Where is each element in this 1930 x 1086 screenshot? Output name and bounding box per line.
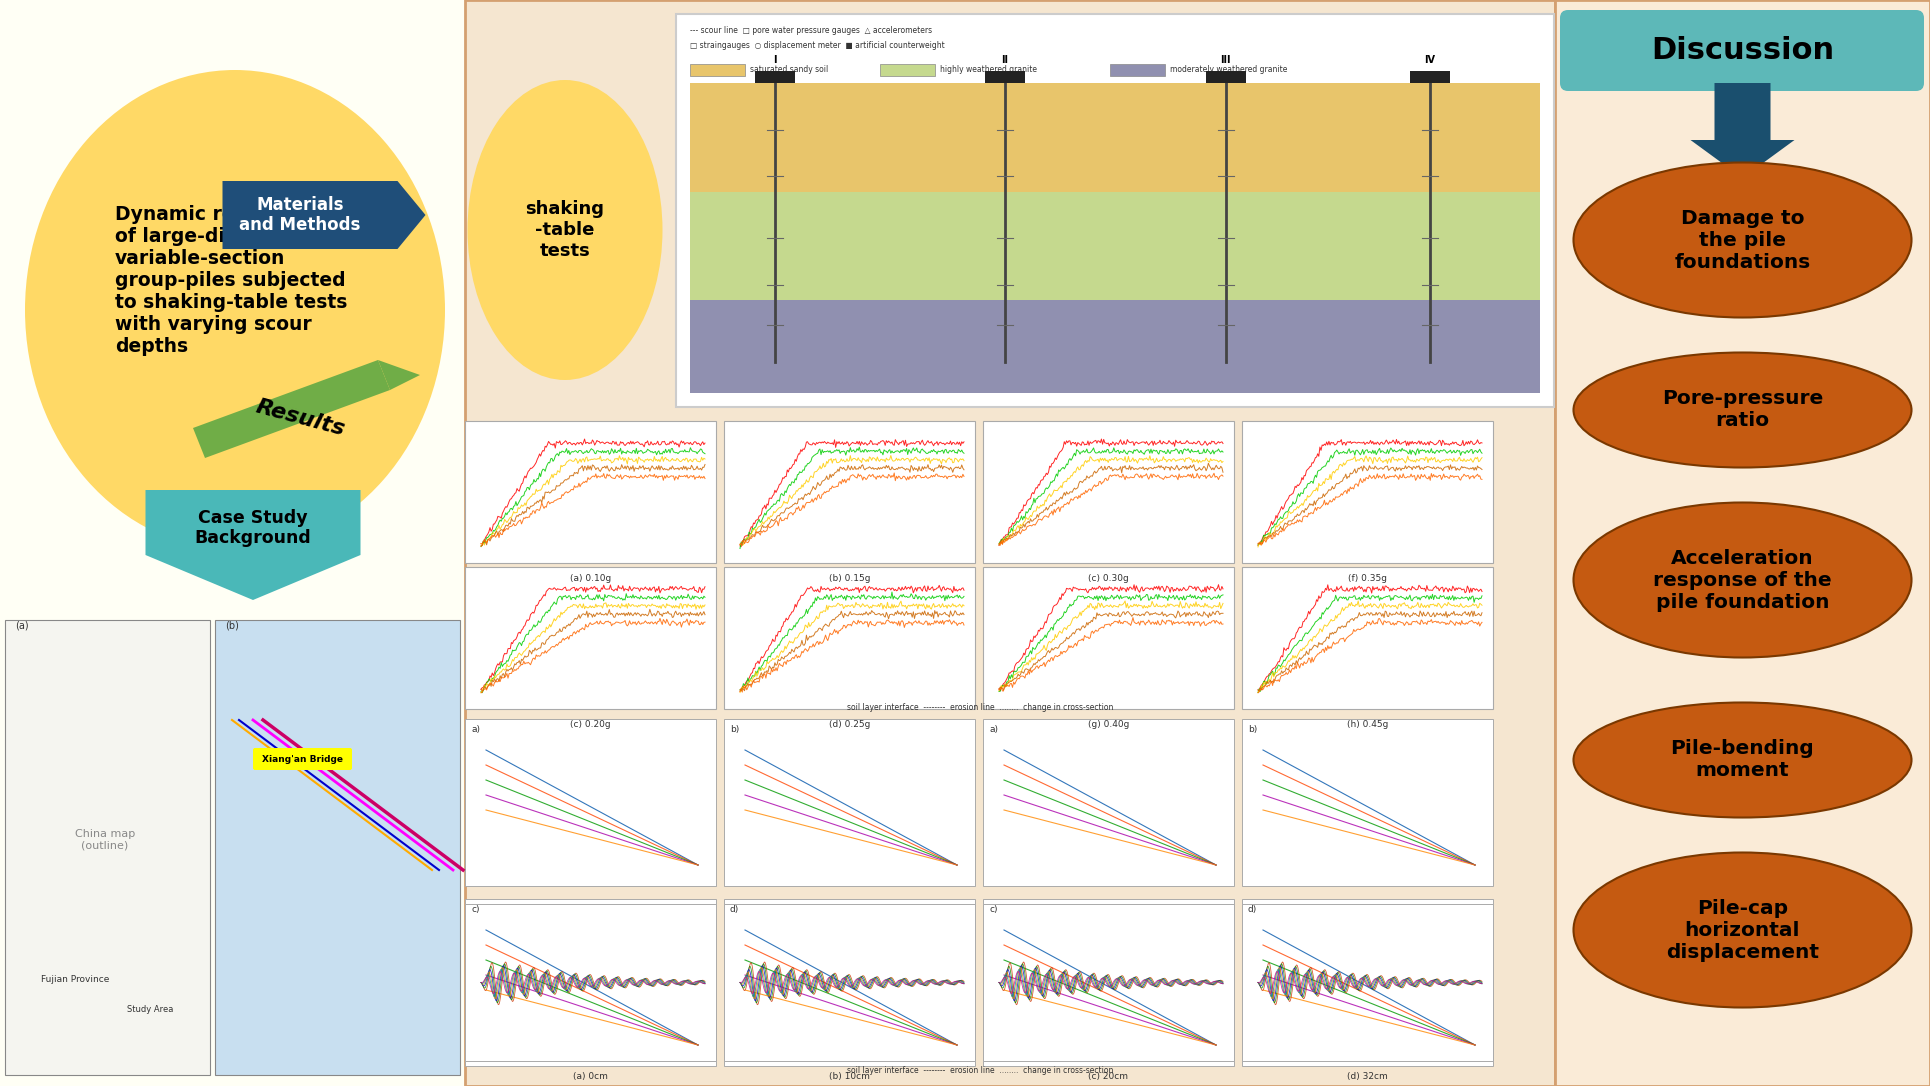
FancyBboxPatch shape <box>691 83 1540 191</box>
Text: Materials
and Methods: Materials and Methods <box>239 195 361 235</box>
Text: soil layer interface  --------  erosion line  ........  change in cross-section: soil layer interface -------- erosion li… <box>847 703 1114 712</box>
Text: III: III <box>1220 55 1231 65</box>
Text: (a): (a) <box>15 620 29 630</box>
Text: Discussion: Discussion <box>1650 36 1833 65</box>
Text: d): d) <box>1249 905 1256 914</box>
Text: II: II <box>1002 55 1007 65</box>
Text: (a) 0.10g: (a) 0.10g <box>569 574 612 583</box>
FancyBboxPatch shape <box>982 421 1233 563</box>
FancyBboxPatch shape <box>465 719 716 886</box>
FancyBboxPatch shape <box>724 904 975 1061</box>
Text: soil layer interface  --------  erosion line  ........  change in cross-section: soil layer interface -------- erosion li… <box>847 1066 1114 1075</box>
FancyBboxPatch shape <box>724 567 975 709</box>
FancyBboxPatch shape <box>1556 0 1930 1086</box>
Polygon shape <box>193 359 390 458</box>
FancyBboxPatch shape <box>880 64 934 76</box>
Text: Fujian Province: Fujian Province <box>41 975 110 985</box>
FancyBboxPatch shape <box>465 904 716 1061</box>
Text: (c) 20cm: (c) 20cm <box>1089 1072 1129 1081</box>
FancyBboxPatch shape <box>1409 71 1449 83</box>
Text: highly weathered granite: highly weathered granite <box>940 65 1036 75</box>
FancyBboxPatch shape <box>6 620 210 1075</box>
FancyBboxPatch shape <box>465 0 1556 1086</box>
FancyBboxPatch shape <box>465 567 716 709</box>
Polygon shape <box>222 181 425 249</box>
FancyBboxPatch shape <box>676 14 1554 407</box>
FancyBboxPatch shape <box>982 567 1233 709</box>
Text: Damage to
the pile
foundations: Damage to the pile foundations <box>1675 209 1810 272</box>
Text: a): a) <box>471 725 481 734</box>
FancyBboxPatch shape <box>1206 71 1245 83</box>
Text: (f) 0.35g: (f) 0.35g <box>1347 574 1388 583</box>
Text: Pile-cap
horizontal
displacement: Pile-cap horizontal displacement <box>1666 898 1818 961</box>
Text: (c) 0.30g: (c) 0.30g <box>1089 574 1129 583</box>
Text: (b) 0.15g: (b) 0.15g <box>828 574 870 583</box>
FancyBboxPatch shape <box>982 899 1233 1066</box>
FancyBboxPatch shape <box>724 899 975 1066</box>
FancyBboxPatch shape <box>691 64 745 76</box>
FancyBboxPatch shape <box>1243 899 1494 1066</box>
Ellipse shape <box>1573 853 1911 1008</box>
Text: (c) 0.20g: (c) 0.20g <box>569 720 610 729</box>
FancyBboxPatch shape <box>982 904 1233 1061</box>
Ellipse shape <box>1573 703 1911 818</box>
Text: □ straingauges  ○ displacement meter  ■ artificial counterweight: □ straingauges ○ displacement meter ■ ar… <box>691 41 946 50</box>
Ellipse shape <box>1573 503 1911 657</box>
Text: shaking
-table
tests: shaking -table tests <box>525 200 604 260</box>
FancyBboxPatch shape <box>984 71 1025 83</box>
FancyBboxPatch shape <box>1243 719 1494 886</box>
FancyBboxPatch shape <box>691 300 1540 393</box>
FancyBboxPatch shape <box>1110 64 1166 76</box>
FancyBboxPatch shape <box>982 719 1233 886</box>
FancyBboxPatch shape <box>253 748 351 770</box>
Text: IV: IV <box>1424 55 1436 65</box>
Text: d): d) <box>730 905 739 914</box>
Text: c): c) <box>471 905 479 914</box>
Text: b): b) <box>730 725 739 734</box>
Text: b): b) <box>1249 725 1256 734</box>
Text: I: I <box>774 55 776 65</box>
Ellipse shape <box>25 70 446 550</box>
Text: Pile-bending
moment: Pile-bending moment <box>1671 740 1814 781</box>
Polygon shape <box>1691 83 1795 178</box>
FancyBboxPatch shape <box>1559 10 1924 91</box>
FancyBboxPatch shape <box>465 421 716 563</box>
FancyBboxPatch shape <box>1243 421 1494 563</box>
Text: China map
(outline): China map (outline) <box>75 830 135 850</box>
Text: a): a) <box>988 725 998 734</box>
FancyBboxPatch shape <box>724 719 975 886</box>
Text: (h) 0.45g: (h) 0.45g <box>1347 720 1388 729</box>
Ellipse shape <box>1573 353 1911 467</box>
Text: (b) 10cm: (b) 10cm <box>830 1072 870 1081</box>
Ellipse shape <box>1573 163 1911 317</box>
Polygon shape <box>145 490 361 599</box>
FancyBboxPatch shape <box>755 71 795 83</box>
Text: (d) 32cm: (d) 32cm <box>1347 1072 1388 1081</box>
Text: (a) 0cm: (a) 0cm <box>573 1072 608 1081</box>
Text: Results: Results <box>253 396 347 440</box>
Text: c): c) <box>988 905 998 914</box>
Ellipse shape <box>467 80 662 380</box>
Text: saturated sandy soil: saturated sandy soil <box>751 65 828 75</box>
Text: moderately weathered granite: moderately weathered granite <box>1170 65 1287 75</box>
FancyBboxPatch shape <box>0 0 465 1086</box>
Text: Xiang'an Bridge: Xiang'an Bridge <box>262 755 344 763</box>
Text: --- scour line  □ pore water pressure gauges  △ accelerometers: --- scour line □ pore water pressure gau… <box>691 26 932 35</box>
FancyBboxPatch shape <box>1243 904 1494 1061</box>
Text: (g) 0.40g: (g) 0.40g <box>1089 720 1129 729</box>
Text: (d) 0.25g: (d) 0.25g <box>828 720 870 729</box>
Text: Acceleration
response of the
pile foundation: Acceleration response of the pile founda… <box>1654 548 1832 611</box>
Text: Study Area: Study Area <box>127 1006 174 1014</box>
Text: Dynamic responses
of large-diameter
variable-section
group-piles subjected
to sh: Dynamic responses of large-diameter vari… <box>116 204 347 355</box>
Text: Case Study
Background: Case Study Background <box>195 508 311 547</box>
Text: (b): (b) <box>226 620 239 630</box>
Polygon shape <box>378 359 421 390</box>
FancyBboxPatch shape <box>214 620 459 1075</box>
FancyBboxPatch shape <box>465 899 716 1066</box>
Text: Pore-pressure
ratio: Pore-pressure ratio <box>1662 390 1824 430</box>
FancyBboxPatch shape <box>724 421 975 563</box>
FancyBboxPatch shape <box>691 191 1540 300</box>
FancyBboxPatch shape <box>1243 567 1494 709</box>
